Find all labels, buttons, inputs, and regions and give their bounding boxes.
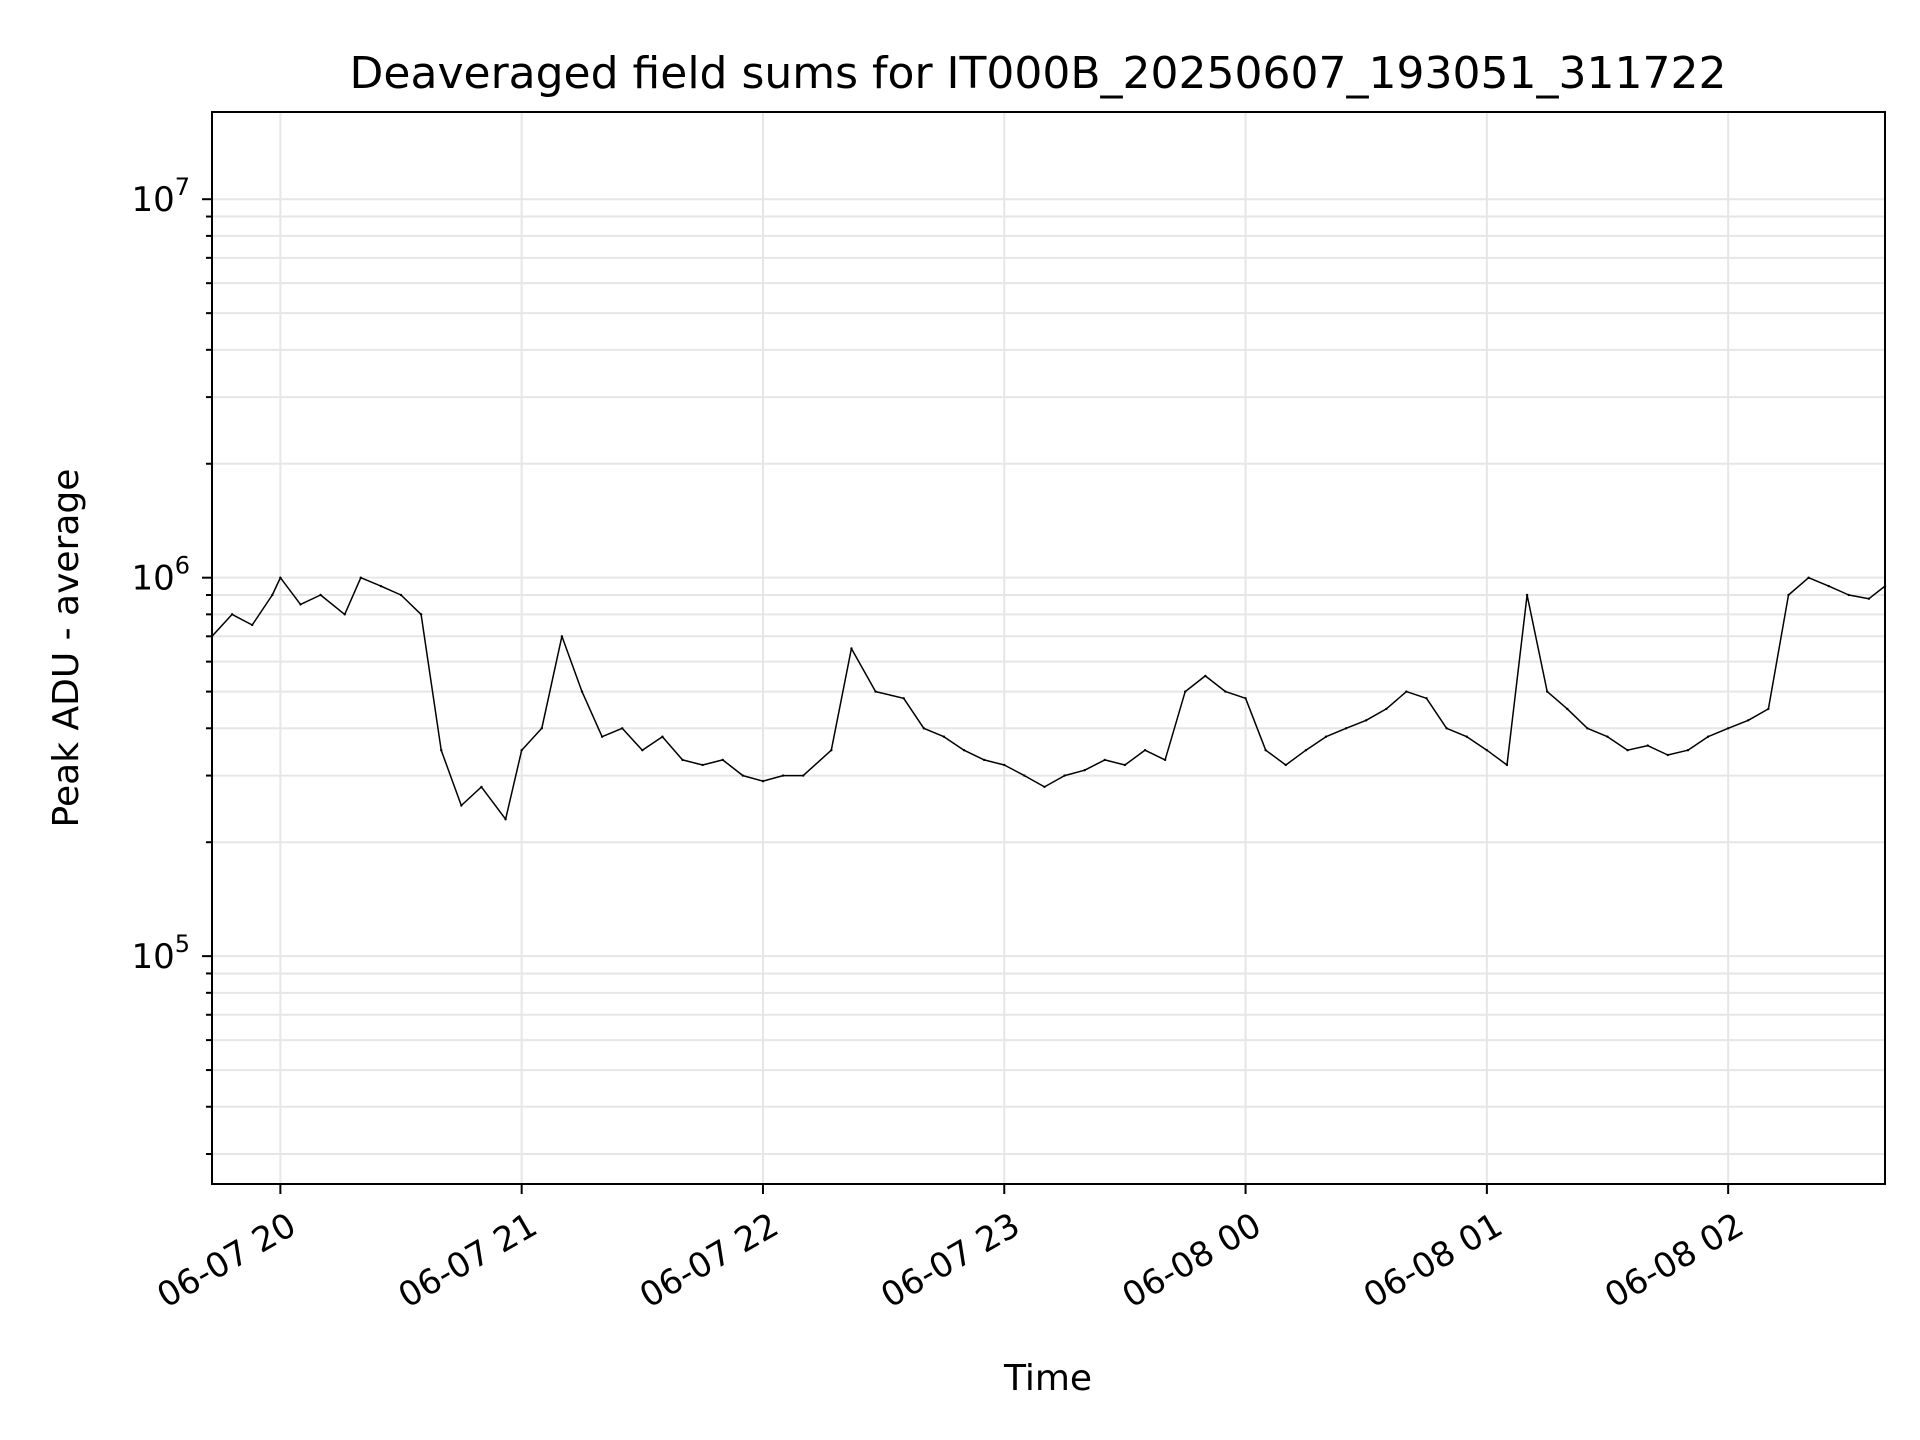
data-point	[1445, 727, 1448, 730]
data-point	[271, 593, 274, 597]
chart-title: Deaveraged field sums for IT000B_2025060…	[350, 48, 1727, 99]
data-point	[1867, 597, 1871, 600]
plot-frame	[211, 111, 1886, 1185]
data-point	[850, 647, 853, 650]
data-point	[419, 613, 423, 616]
data-point	[480, 785, 483, 789]
data-point	[1686, 749, 1690, 752]
data-point	[1224, 690, 1227, 693]
data-point	[1083, 768, 1086, 772]
y-tick-label: 107	[131, 173, 190, 220]
data-point	[1123, 763, 1127, 767]
data-point	[761, 779, 765, 783]
data-point	[1043, 785, 1046, 789]
data-point	[1163, 758, 1167, 762]
series-line	[211, 576, 1886, 820]
grid-lines	[212, 112, 1885, 1184]
data-point	[1184, 690, 1187, 693]
data-point	[1405, 690, 1408, 693]
data-point	[1847, 593, 1851, 597]
data-point	[1586, 727, 1589, 730]
data-point	[319, 593, 322, 597]
data-point	[1003, 763, 1006, 767]
data-point	[379, 584, 383, 588]
data-point	[1706, 735, 1710, 738]
data-point	[962, 749, 966, 752]
data-point	[600, 735, 604, 738]
data-point	[1666, 753, 1670, 757]
data-point	[801, 774, 805, 777]
data-point	[251, 623, 254, 627]
data-point	[1425, 697, 1428, 700]
data-point	[1204, 674, 1207, 678]
data-point	[701, 763, 704, 767]
data-point	[1505, 763, 1509, 767]
data-point	[721, 758, 724, 762]
data-point	[661, 735, 664, 738]
data-point	[1284, 763, 1287, 767]
y-axis-label: Peak ADU - average	[46, 469, 87, 828]
data-point	[1063, 774, 1066, 777]
data-point	[641, 749, 644, 752]
data-point	[681, 758, 684, 762]
data-point	[902, 697, 905, 700]
data-point	[359, 576, 363, 579]
data-point	[741, 774, 745, 777]
data-point	[781, 774, 785, 777]
data-point	[1545, 690, 1549, 693]
data-point	[1465, 735, 1468, 738]
data-point	[982, 758, 986, 762]
data-point	[520, 749, 523, 752]
data-point	[1365, 719, 1368, 722]
data-point	[1264, 749, 1267, 752]
data-point	[343, 613, 346, 616]
data-point	[1143, 749, 1147, 752]
data-point	[1304, 749, 1308, 752]
data-point	[922, 727, 926, 730]
data-point	[230, 613, 234, 616]
y-tick-label: 105	[131, 930, 190, 977]
data-series	[210, 576, 1887, 821]
data-point	[580, 690, 584, 693]
data-point	[560, 635, 564, 638]
data-point	[942, 735, 946, 738]
data-point	[1606, 735, 1609, 738]
data-point	[1827, 584, 1830, 588]
data-point	[1566, 707, 1569, 711]
data-point	[279, 576, 282, 579]
data-point	[1023, 774, 1026, 777]
data-point	[621, 727, 624, 730]
data-point	[1324, 735, 1328, 738]
data-point	[399, 593, 403, 597]
data-point	[504, 818, 507, 821]
y-tick-label: 106	[131, 552, 190, 599]
data-point	[1344, 727, 1348, 730]
data-point	[540, 727, 543, 730]
data-point	[1525, 593, 1529, 597]
data-point	[1807, 576, 1810, 579]
data-point	[1244, 697, 1247, 700]
data-point	[874, 690, 877, 693]
data-point	[1385, 707, 1388, 711]
data-point	[1626, 749, 1629, 752]
data-point	[1485, 749, 1489, 752]
y-axis: 105 106 107	[131, 173, 212, 1156]
data-point	[1787, 593, 1790, 597]
data-point	[1747, 719, 1750, 722]
data-point	[1103, 758, 1107, 762]
data-point	[460, 804, 463, 807]
data-point	[440, 749, 443, 752]
data-point	[1726, 727, 1730, 730]
x-axis-label: Time	[1003, 1358, 1092, 1399]
data-point	[1646, 744, 1649, 747]
data-point	[1767, 707, 1770, 711]
data-point	[299, 603, 302, 606]
data-point	[830, 749, 833, 752]
